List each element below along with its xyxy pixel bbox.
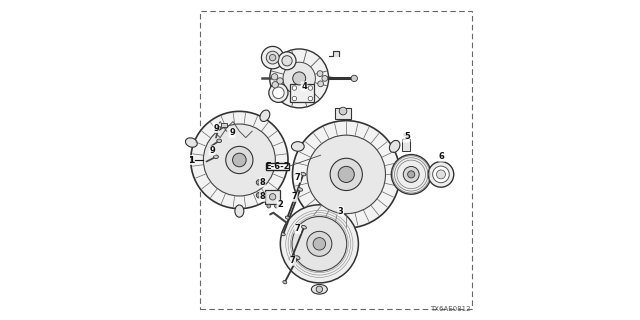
Ellipse shape [301,225,307,229]
Circle shape [317,81,323,87]
Ellipse shape [235,205,244,217]
Circle shape [273,87,284,99]
Circle shape [292,86,297,90]
Circle shape [433,166,449,183]
Circle shape [262,46,284,69]
Ellipse shape [301,172,306,176]
Bar [402,139,410,151]
Circle shape [269,194,276,200]
Circle shape [283,62,316,95]
Circle shape [313,237,326,250]
Text: 9: 9 [213,124,219,132]
Text: 1: 1 [188,156,193,164]
Ellipse shape [214,155,218,159]
Circle shape [292,96,297,101]
Text: 6: 6 [438,152,445,161]
Bar [200,11,472,309]
Ellipse shape [298,188,303,191]
Circle shape [436,170,445,179]
Circle shape [308,96,312,101]
Text: 7: 7 [295,224,300,233]
Text: 2: 2 [277,200,283,209]
Text: 3: 3 [338,207,344,216]
Ellipse shape [291,142,304,151]
Circle shape [292,72,306,85]
Circle shape [307,135,385,214]
Circle shape [191,111,288,209]
Ellipse shape [216,126,221,130]
Circle shape [392,155,431,194]
Circle shape [271,74,278,80]
Ellipse shape [217,139,221,143]
Circle shape [270,49,329,108]
Text: 8: 8 [260,178,265,187]
Bar [335,108,351,119]
Ellipse shape [257,192,264,198]
Bar [291,84,314,102]
Circle shape [258,193,262,197]
Circle shape [269,83,288,102]
Bar [221,123,227,127]
Ellipse shape [289,258,293,261]
Text: 9: 9 [229,128,235,137]
Circle shape [280,205,358,283]
Circle shape [308,86,312,90]
Circle shape [282,56,292,66]
Circle shape [316,286,323,292]
Text: 7: 7 [295,173,300,182]
Circle shape [403,166,419,182]
Ellipse shape [341,224,351,236]
Ellipse shape [186,138,197,147]
Text: 9: 9 [209,146,215,155]
Ellipse shape [389,140,400,153]
Circle shape [428,162,454,187]
Circle shape [267,204,271,208]
Bar [266,163,289,170]
Circle shape [330,158,362,190]
Polygon shape [329,51,339,56]
Circle shape [292,217,347,271]
Circle shape [204,124,275,196]
Ellipse shape [260,110,270,122]
Ellipse shape [283,281,287,284]
Circle shape [292,121,400,228]
Circle shape [351,75,357,82]
Text: E-6-2: E-6-2 [265,162,289,171]
Circle shape [317,71,323,76]
Circle shape [275,204,278,208]
Circle shape [322,76,328,81]
Text: 7: 7 [290,256,296,265]
Circle shape [339,107,347,115]
Ellipse shape [281,233,285,236]
Circle shape [258,180,262,184]
Ellipse shape [257,180,264,185]
Text: 5: 5 [404,132,410,141]
Circle shape [277,78,283,84]
Circle shape [232,153,246,167]
Text: TX6AE0812: TX6AE0812 [430,306,470,312]
Text: 8: 8 [260,192,265,201]
Circle shape [266,51,279,64]
Circle shape [278,52,296,70]
Ellipse shape [312,284,328,294]
Circle shape [226,146,253,174]
Text: 5: 5 [403,133,409,142]
Circle shape [338,166,355,182]
Text: 4: 4 [301,82,307,91]
Ellipse shape [285,216,289,219]
Text: 7: 7 [292,192,297,201]
Circle shape [272,82,278,88]
Ellipse shape [295,256,300,260]
Bar [265,190,280,204]
Circle shape [269,54,276,61]
Circle shape [408,171,415,178]
Text: 1: 1 [188,156,195,164]
Circle shape [307,231,332,256]
